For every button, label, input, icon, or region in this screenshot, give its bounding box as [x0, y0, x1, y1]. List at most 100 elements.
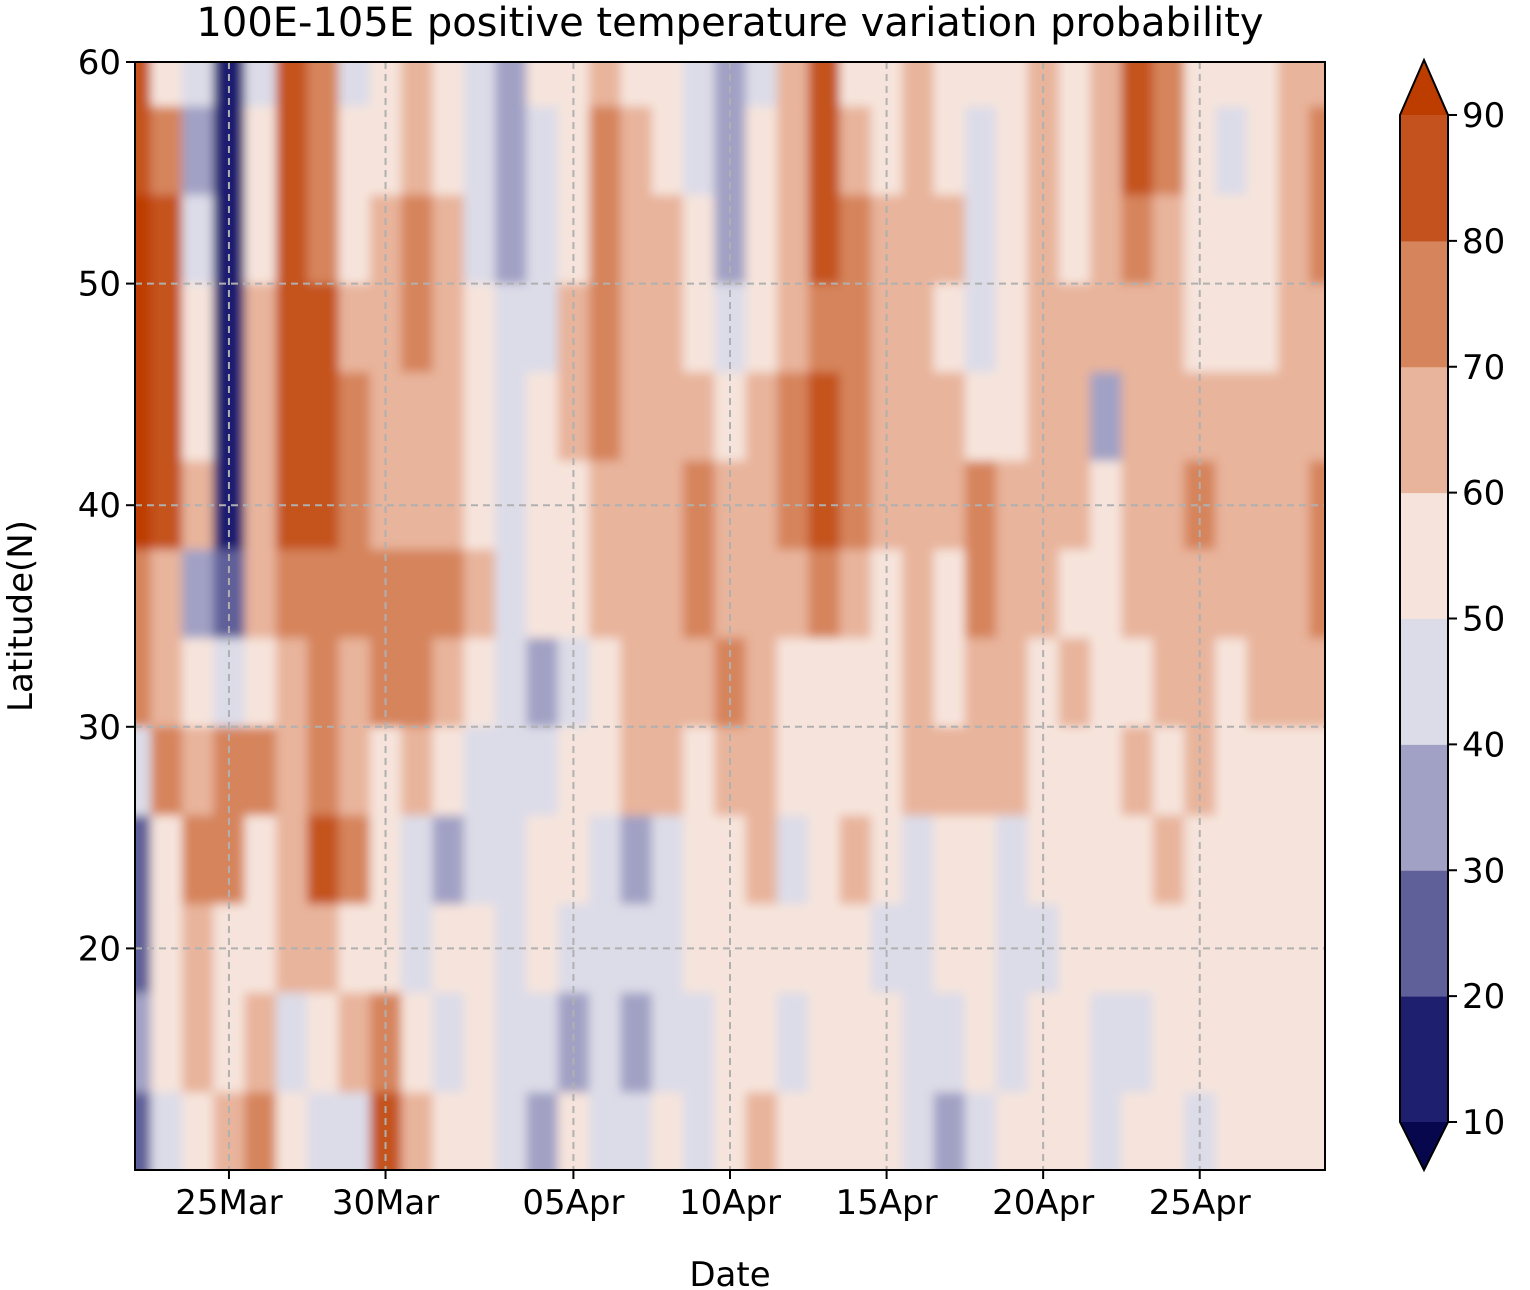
- field-cell: [1278, 726, 1310, 817]
- field-cell: [589, 194, 621, 285]
- field-cell: [307, 460, 340, 551]
- field-cell: [557, 992, 590, 1094]
- field-cell: [589, 992, 621, 1094]
- field-cell: [808, 62, 841, 107]
- x-tick-label: 30Mar: [332, 1183, 439, 1223]
- field-cell: [1152, 549, 1185, 639]
- y-axis: 20 30 40 50 60: [78, 43, 135, 969]
- field-cell: [745, 106, 778, 196]
- field-cell: [996, 106, 1029, 196]
- field-cell: [307, 283, 340, 373]
- field-cell: [244, 1092, 277, 1170]
- field-cell: [432, 638, 465, 728]
- field-cell: [933, 904, 966, 994]
- field-cell: [1152, 194, 1185, 285]
- field-cell: [776, 904, 809, 994]
- field-cell: [651, 992, 684, 1094]
- field-cell: [1278, 106, 1310, 196]
- field-cell: [526, 638, 559, 728]
- field-cell: [495, 638, 528, 728]
- field-cell: [463, 460, 496, 551]
- field-cell: [902, 62, 935, 107]
- y-tick-label: 60: [78, 43, 121, 83]
- field-cell: [463, 106, 496, 196]
- y-tick-label: 20: [78, 929, 121, 969]
- field-cell: [432, 62, 465, 107]
- field-cell: [1246, 992, 1279, 1094]
- field-cell: [401, 62, 434, 107]
- field-cell: [244, 62, 277, 107]
- field-cell: [683, 815, 715, 905]
- field-cell: [526, 815, 559, 905]
- colorbar-tick-label: 90: [1462, 96, 1505, 136]
- field-cell: [776, 372, 809, 462]
- field-cell: [1090, 1092, 1123, 1170]
- field-cell: [776, 283, 809, 373]
- field-cell: [902, 372, 935, 462]
- field-cell: [495, 106, 528, 196]
- field-cell: [244, 106, 277, 196]
- y-axis-label: Latitude(N): [1, 520, 41, 712]
- field-cell: [620, 460, 653, 551]
- field-cell: [135, 638, 152, 728]
- field-cell: [150, 283, 183, 373]
- field-cell: [1058, 106, 1091, 196]
- field-cell: [1152, 815, 1185, 905]
- field-cell: [463, 372, 496, 462]
- field-cell: [181, 194, 214, 285]
- field-cell: [432, 815, 465, 905]
- field-cell: [1309, 372, 1325, 462]
- colorbar-tick-label: 10: [1462, 1103, 1505, 1143]
- field-cell: [1090, 992, 1123, 1094]
- field-cell: [181, 1092, 214, 1170]
- field-cell: [1278, 815, 1310, 905]
- y-tick-label: 50: [78, 265, 121, 305]
- field-cell: [307, 638, 340, 728]
- field-cell: [1152, 638, 1185, 728]
- field-cell: [683, 372, 715, 462]
- field-cell: [651, 283, 684, 373]
- field-cell: [683, 106, 715, 196]
- field-cell: [150, 726, 183, 817]
- field-cell: [1058, 372, 1091, 462]
- field-cell: [150, 62, 183, 107]
- field-cell: [996, 549, 1029, 639]
- field-cell: [275, 815, 308, 905]
- field-cell: [338, 726, 371, 817]
- field-cell: [181, 283, 214, 373]
- field-cell: [1215, 638, 1248, 728]
- field-cell: [683, 549, 715, 639]
- field-cell: [776, 106, 809, 196]
- field-cell: [401, 194, 434, 285]
- field-cell: [1246, 638, 1279, 728]
- field-cell: [776, 194, 809, 285]
- x-tick-label: 25Mar: [175, 1183, 282, 1223]
- field-cell: [1278, 62, 1310, 107]
- field-cell: [1215, 106, 1248, 196]
- field-cell: [964, 1092, 997, 1170]
- field-cell: [902, 815, 935, 905]
- field-cell: [401, 992, 434, 1094]
- field-cell: [369, 992, 402, 1094]
- field-cell: [135, 106, 152, 196]
- field-cell: [1121, 106, 1154, 196]
- field-cell: [307, 726, 340, 817]
- field-cell: [839, 638, 872, 728]
- colorbar: 10 20 30 40 50 60 70 80 90: [1399, 57, 1505, 1173]
- field-cell: [620, 904, 653, 994]
- field-cell: [401, 372, 434, 462]
- field-cell: [589, 549, 621, 639]
- field-cell: [589, 1092, 621, 1170]
- field-cell: [1278, 372, 1310, 462]
- field-cell: [463, 1092, 496, 1170]
- field-cell: [964, 726, 997, 817]
- field-cell: [1278, 992, 1310, 1094]
- colorbar-segment: [1400, 240, 1448, 368]
- field-cell: [338, 283, 371, 373]
- field-cell: [902, 992, 935, 1094]
- field-cell: [1309, 194, 1325, 285]
- colorbar-tick-label: 20: [1462, 977, 1505, 1017]
- field-cell: [495, 726, 528, 817]
- field-cell: [1058, 62, 1091, 107]
- field-cell: [839, 992, 872, 1094]
